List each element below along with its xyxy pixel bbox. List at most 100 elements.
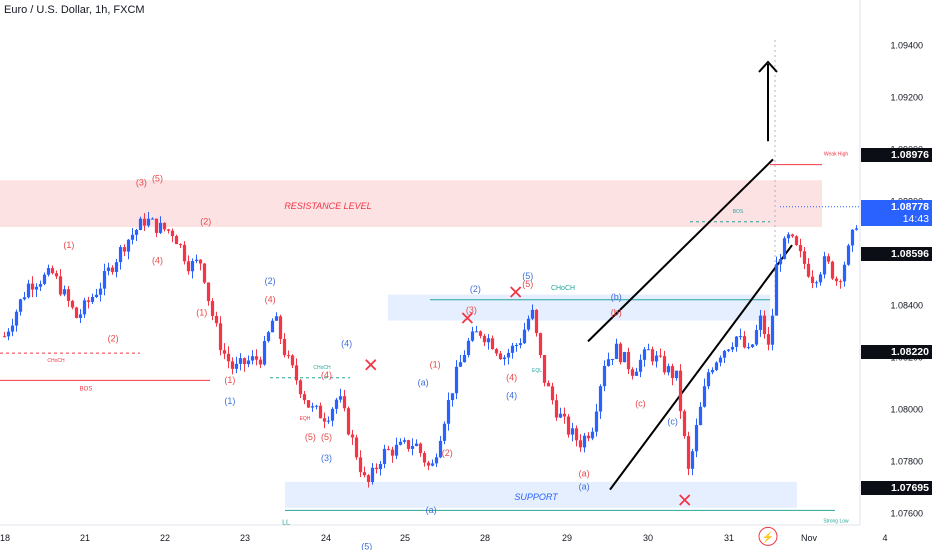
candle-body bbox=[266, 332, 271, 342]
candle-body bbox=[42, 274, 47, 284]
candle-body bbox=[810, 276, 815, 283]
resistance-zone bbox=[0, 180, 822, 227]
candle-body bbox=[14, 311, 19, 326]
x-tick-label: 25 bbox=[400, 533, 410, 543]
candle-body bbox=[426, 462, 431, 466]
wave-label-blue: (5) bbox=[522, 271, 533, 281]
candle-body bbox=[582, 435, 587, 448]
candle-body bbox=[150, 218, 155, 220]
candle-body bbox=[658, 355, 663, 357]
candle-body bbox=[330, 408, 335, 421]
candle-body bbox=[450, 393, 455, 401]
candle-body bbox=[46, 268, 51, 275]
candle-body bbox=[322, 418, 327, 422]
candle-body bbox=[502, 357, 507, 360]
candle-body bbox=[190, 261, 195, 272]
candle-body bbox=[38, 283, 43, 287]
candle-body bbox=[742, 336, 747, 348]
structure-lines-layer: BOS CHoCH Strong Low Weak High CHoCH CHoCH BOS… bbox=[0, 40, 849, 526]
candle-body bbox=[30, 283, 35, 290]
candle-body bbox=[278, 316, 283, 339]
y-tick-label: 1.07800 bbox=[890, 457, 923, 467]
candle-body bbox=[118, 247, 123, 263]
x-tick-label: 30 bbox=[643, 533, 653, 543]
candle-body bbox=[662, 356, 667, 373]
candle-body bbox=[374, 467, 379, 470]
x-tick-label: 24 bbox=[321, 533, 331, 543]
candle-body bbox=[406, 440, 411, 449]
candle-body bbox=[178, 244, 183, 246]
wave-label-red: (4) bbox=[321, 370, 332, 380]
candle-body bbox=[806, 263, 811, 277]
candle-body bbox=[394, 444, 399, 456]
x-marker bbox=[679, 494, 691, 506]
channel-bottom-line bbox=[609, 244, 793, 491]
wave-label-red: (4) bbox=[152, 255, 163, 265]
candle-body bbox=[466, 340, 471, 356]
candle-body bbox=[270, 320, 275, 333]
x-tick-label: 22 bbox=[160, 533, 170, 543]
price-axis: 1.074001.076001.078001.080001.082001.084… bbox=[780, 0, 923, 525]
candle-body bbox=[146, 218, 151, 226]
candle-body bbox=[850, 229, 855, 246]
wave-label-red: (2) bbox=[200, 216, 211, 226]
candle-body bbox=[206, 282, 211, 302]
candle-body bbox=[538, 333, 543, 356]
wave-label-red: (2) bbox=[442, 448, 453, 458]
candle-body bbox=[290, 355, 295, 366]
candle-body bbox=[134, 230, 139, 235]
candle-body bbox=[314, 405, 319, 407]
wave-label-red: (5) bbox=[305, 432, 316, 442]
candle-body bbox=[782, 238, 787, 259]
candle-body bbox=[746, 347, 751, 349]
zones-layer: RESISTANCE LEVEL SUPPORT bbox=[0, 180, 822, 508]
candle-body bbox=[102, 271, 107, 289]
candle-body bbox=[718, 357, 723, 363]
wave-label-red: (4) bbox=[506, 372, 517, 382]
wave-label-red: (5) bbox=[321, 432, 332, 442]
wave-label-red: (1) bbox=[196, 307, 207, 317]
wave-label-blue: (a) bbox=[579, 482, 590, 492]
x-marker bbox=[461, 312, 474, 324]
candle-body bbox=[462, 355, 467, 363]
candle-body bbox=[242, 358, 247, 365]
x-tick-label: 29 bbox=[562, 533, 572, 543]
wave-label-blue: (2) bbox=[265, 276, 276, 286]
x-marker bbox=[365, 359, 377, 371]
candle-body bbox=[446, 400, 451, 424]
candle-body bbox=[722, 350, 727, 358]
candle-body bbox=[762, 315, 767, 335]
x-tick-label: 18 bbox=[0, 533, 10, 543]
candle-body bbox=[94, 294, 99, 298]
candle-body bbox=[370, 467, 375, 482]
candle-body bbox=[774, 264, 779, 316]
candle-body bbox=[606, 359, 611, 366]
candle-body bbox=[182, 244, 187, 262]
candle-body bbox=[594, 411, 599, 432]
wave-label-blue: (4) bbox=[341, 339, 352, 349]
candle-body bbox=[706, 372, 711, 387]
candle-body bbox=[494, 349, 499, 354]
candle-body bbox=[6, 331, 11, 337]
resistance-label: RESISTANCE LEVEL bbox=[284, 201, 371, 211]
wave-label-blue: (2) bbox=[470, 284, 481, 294]
candle-body bbox=[418, 443, 423, 454]
candle-body bbox=[702, 386, 707, 407]
candle-body bbox=[166, 229, 171, 231]
candle-body bbox=[170, 230, 175, 237]
candle-body bbox=[822, 256, 827, 275]
x-tick-label: 31 bbox=[724, 533, 734, 543]
eqh-label: EQH bbox=[300, 416, 311, 422]
candle-body bbox=[262, 341, 267, 365]
choch-label-green: CHoCH bbox=[551, 285, 575, 292]
candle-body bbox=[230, 361, 235, 369]
candle-body bbox=[250, 356, 255, 361]
candle-body bbox=[198, 259, 203, 264]
candle-body bbox=[258, 359, 263, 365]
candle-body bbox=[470, 331, 475, 341]
candle-body bbox=[434, 457, 439, 464]
candle-body bbox=[574, 428, 579, 441]
candle-body bbox=[234, 363, 239, 369]
candle-body bbox=[590, 431, 595, 439]
